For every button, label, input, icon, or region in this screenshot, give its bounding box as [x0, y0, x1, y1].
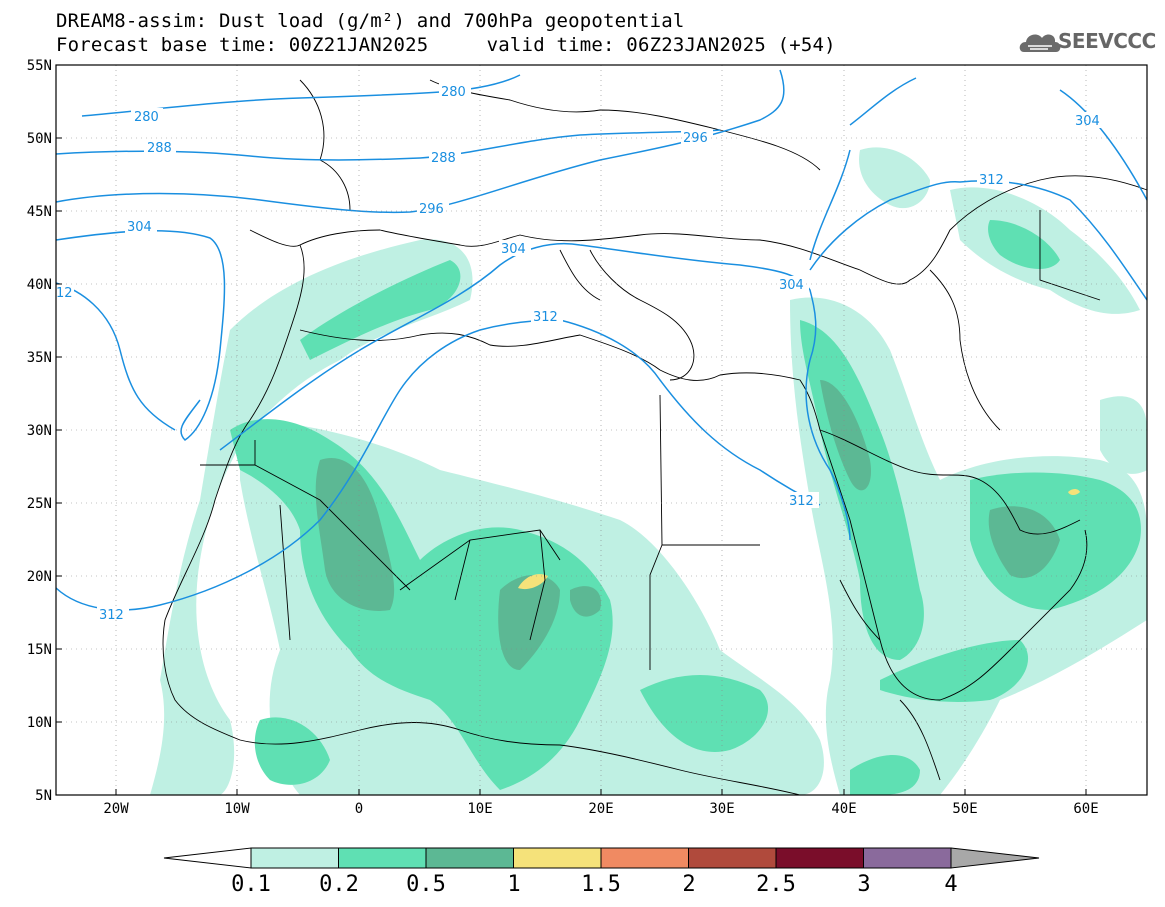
lat-label: 50N [27, 131, 52, 147]
contour-label: 280 [441, 85, 466, 100]
lat-label: 40N [27, 277, 52, 293]
seevccc-logo-text: SEEVCCC [1058, 29, 1156, 53]
contour-label: 304 [1075, 114, 1100, 129]
colorbar-segment [688, 847, 777, 869]
lat-label: 15N [27, 642, 52, 658]
colorbar-segment [338, 847, 427, 869]
colorbar-label: 4 [944, 872, 957, 897]
contour-label: 312 [533, 310, 558, 325]
contour-label: 280 [134, 110, 159, 125]
contour-label: 312 [789, 494, 814, 509]
longitude-labels: 20W 10W 0 10E 20E 30E 40E 50E 60E [103, 801, 1098, 817]
lat-label: 20N [27, 569, 52, 585]
colorbar-label: 3 [857, 872, 870, 897]
contour-label: 304 [779, 278, 804, 293]
colorbar-segment [863, 847, 952, 869]
colorbar-label: 1.5 [581, 872, 621, 897]
lon-label: 40E [831, 801, 856, 817]
coastlines-borders [162, 79, 1148, 796]
colorbar-label: 0.2 [319, 872, 359, 897]
lat-label: 45N [27, 204, 52, 220]
lat-label: 55N [27, 58, 52, 74]
contour-label: 296 [419, 202, 444, 217]
lat-label: 10N [27, 715, 52, 731]
lon-label: 50E [952, 801, 977, 817]
lat-label: 25N [27, 496, 52, 512]
map-title: DREAM8-assim: Dust load (g/m²) and 700hP… [56, 10, 685, 32]
colorbar-label: 2.5 [756, 872, 796, 897]
contour-label: 304 [501, 242, 526, 257]
contour-label: 288 [147, 141, 172, 156]
lon-label: 0 [355, 801, 363, 817]
lon-label: 30E [709, 801, 734, 817]
graticule [56, 65, 1147, 795]
colorbar-labels: 0.1 0.2 0.5 1 1.5 2 2.5 3 4 [231, 872, 958, 897]
contour-label: 296 [683, 131, 708, 146]
lon-label: 10E [467, 801, 492, 817]
contour-label: 312 [99, 608, 124, 623]
colorbar-segment [425, 847, 514, 869]
lon-label: 20E [588, 801, 613, 817]
contour-label-group: 280 280 288 288 296 296 304 304 304 312 … [97, 83, 1103, 623]
lon-label: 10W [224, 801, 250, 817]
lat-label: 35N [27, 350, 52, 366]
colorbar-label: 1 [507, 872, 520, 897]
colorbar [163, 847, 1040, 869]
colorbar-segment [513, 847, 602, 869]
colorbar-label: 2 [682, 872, 695, 897]
lon-label: 20W [103, 801, 129, 817]
colorbar-segment [600, 847, 689, 869]
colorbar-segment [775, 847, 864, 869]
colorbar-segment [250, 847, 339, 869]
lon-label: 60E [1073, 801, 1098, 817]
cloud-icon [1019, 34, 1061, 52]
colorbar-label: 0.1 [231, 872, 271, 897]
geopotential-contours [55, 69, 1148, 611]
latitude-labels: 55N 50N 45N 40N 35N 30N 25N 20N 15N 10N … [27, 58, 52, 804]
colorbar-min-triangle [163, 847, 252, 869]
contour-label: 312 [979, 173, 1004, 188]
lat-label: 5N [35, 788, 52, 804]
contour-label: 304 [127, 220, 152, 235]
contour-label-edge: 12 [56, 286, 73, 301]
contour-label: 288 [431, 151, 456, 166]
map-subtitle: Forecast base time: 00Z21JAN2025 valid t… [56, 34, 836, 56]
colorbar-label: 0.5 [406, 872, 446, 897]
colorbar-max-triangle [950, 847, 1040, 869]
lat-label: 30N [27, 423, 52, 439]
